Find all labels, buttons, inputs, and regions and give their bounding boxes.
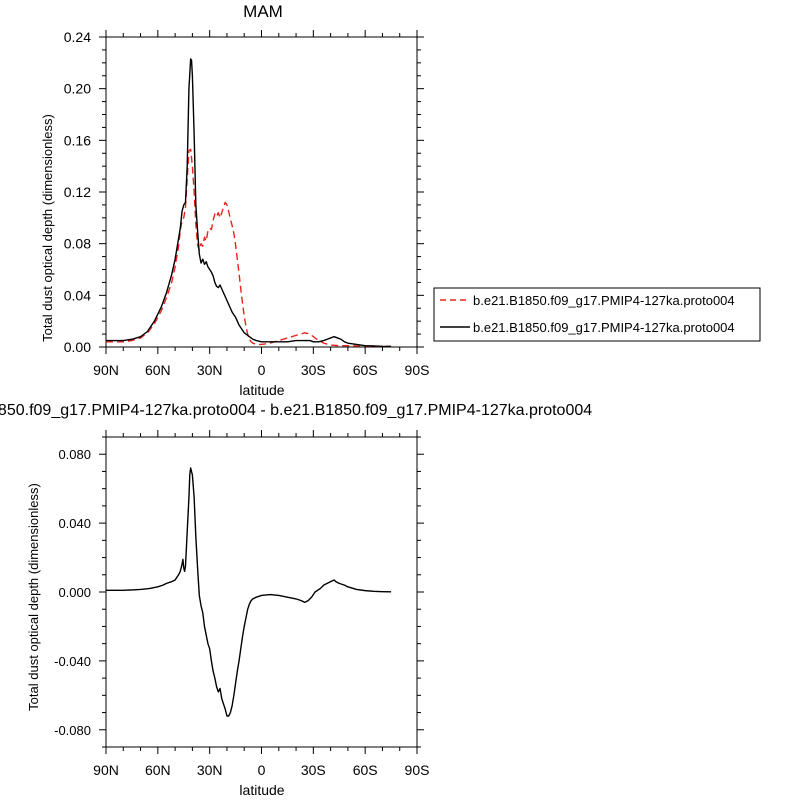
axis-ticks: 90N 60N 30N 0 30S 60S 90S 0.00 0.04 0.08 0.12 0.16 0… [64,29,430,378]
series-lines [106,467,392,717]
plot-frame [105,36,418,348]
y-tick-label: 0.04 [64,287,91,303]
x-tick-label: 60N [145,762,171,778]
y-tick-label: 0.040 [58,516,91,531]
legend-label: b.e21.B1850.f09_g17.PMIP4-127ka.proto004 [473,293,735,308]
y-tick-label: 0.20 [64,81,91,97]
x-tick-label: 0 [258,362,266,378]
y-tick-label: 0.08 [64,236,91,252]
x-tick-label: 90N [93,762,119,778]
x-axis-label: latitude [239,782,284,798]
y-tick-label: 0.000 [58,585,91,600]
chart-title: MAM [243,2,283,21]
series-lines [106,58,392,348]
mam-line-chart: MAM 90N 60N 30N 0 30S 60S 90S 0.00 0.04 0.08 0.12 0… [40,2,429,398]
y-tick-label: -0.040 [54,654,91,669]
x-tick-label: 30S [301,362,326,378]
plot-frame [105,436,418,748]
x-tick-label: 60S [353,362,378,378]
series-line-black-solid [106,58,392,348]
legend-box [433,287,761,342]
legend-label: b.e21.B1850.f09_g17.PMIP4-127ka.proto004 [473,320,735,335]
y-tick-label: -0.080 [54,723,91,738]
y-axis-label: Total dust optical depth (dimensionless) [40,114,55,342]
y-axis-label: Total dust optical depth (dimensionless) [26,483,41,711]
x-tick-label: 0 [258,762,266,778]
legend: b.e21.B1850.f09_g17.PMIP4-127ka.proto004… [433,287,761,342]
x-tick-label: 90N [93,362,119,378]
x-tick-label: 30N [197,762,223,778]
x-tick-label: 30N [197,362,223,378]
y-tick-label: 0.16 [64,132,91,148]
y-tick-label: 0.12 [64,184,91,200]
y-tick-label: 0.080 [58,447,91,462]
x-tick-label: 60S [353,762,378,778]
x-tick-label: 90S [405,362,430,378]
x-tick-label: 60N [145,362,171,378]
difference-line-chart: b.e21.B1850.f09_g17.PMIP4-127ka.proto004… [0,402,592,798]
chart-title: b.e21.B1850.f09_g17.PMIP4-127ka.proto004… [0,402,592,419]
y-tick-label: 0.24 [64,29,91,45]
x-tick-label: 90S [405,762,430,778]
x-axis-label: latitude [239,382,284,398]
x-tick-label: 30S [301,762,326,778]
series-line-black-solid [106,467,392,717]
series-line-red-dashed [106,148,392,348]
y-tick-label: 0.00 [64,339,91,355]
axis-ticks: 90N 60N 30N 0 30S 60S 90S -0.080 -0.040 0.000 0.04… [54,430,429,778]
